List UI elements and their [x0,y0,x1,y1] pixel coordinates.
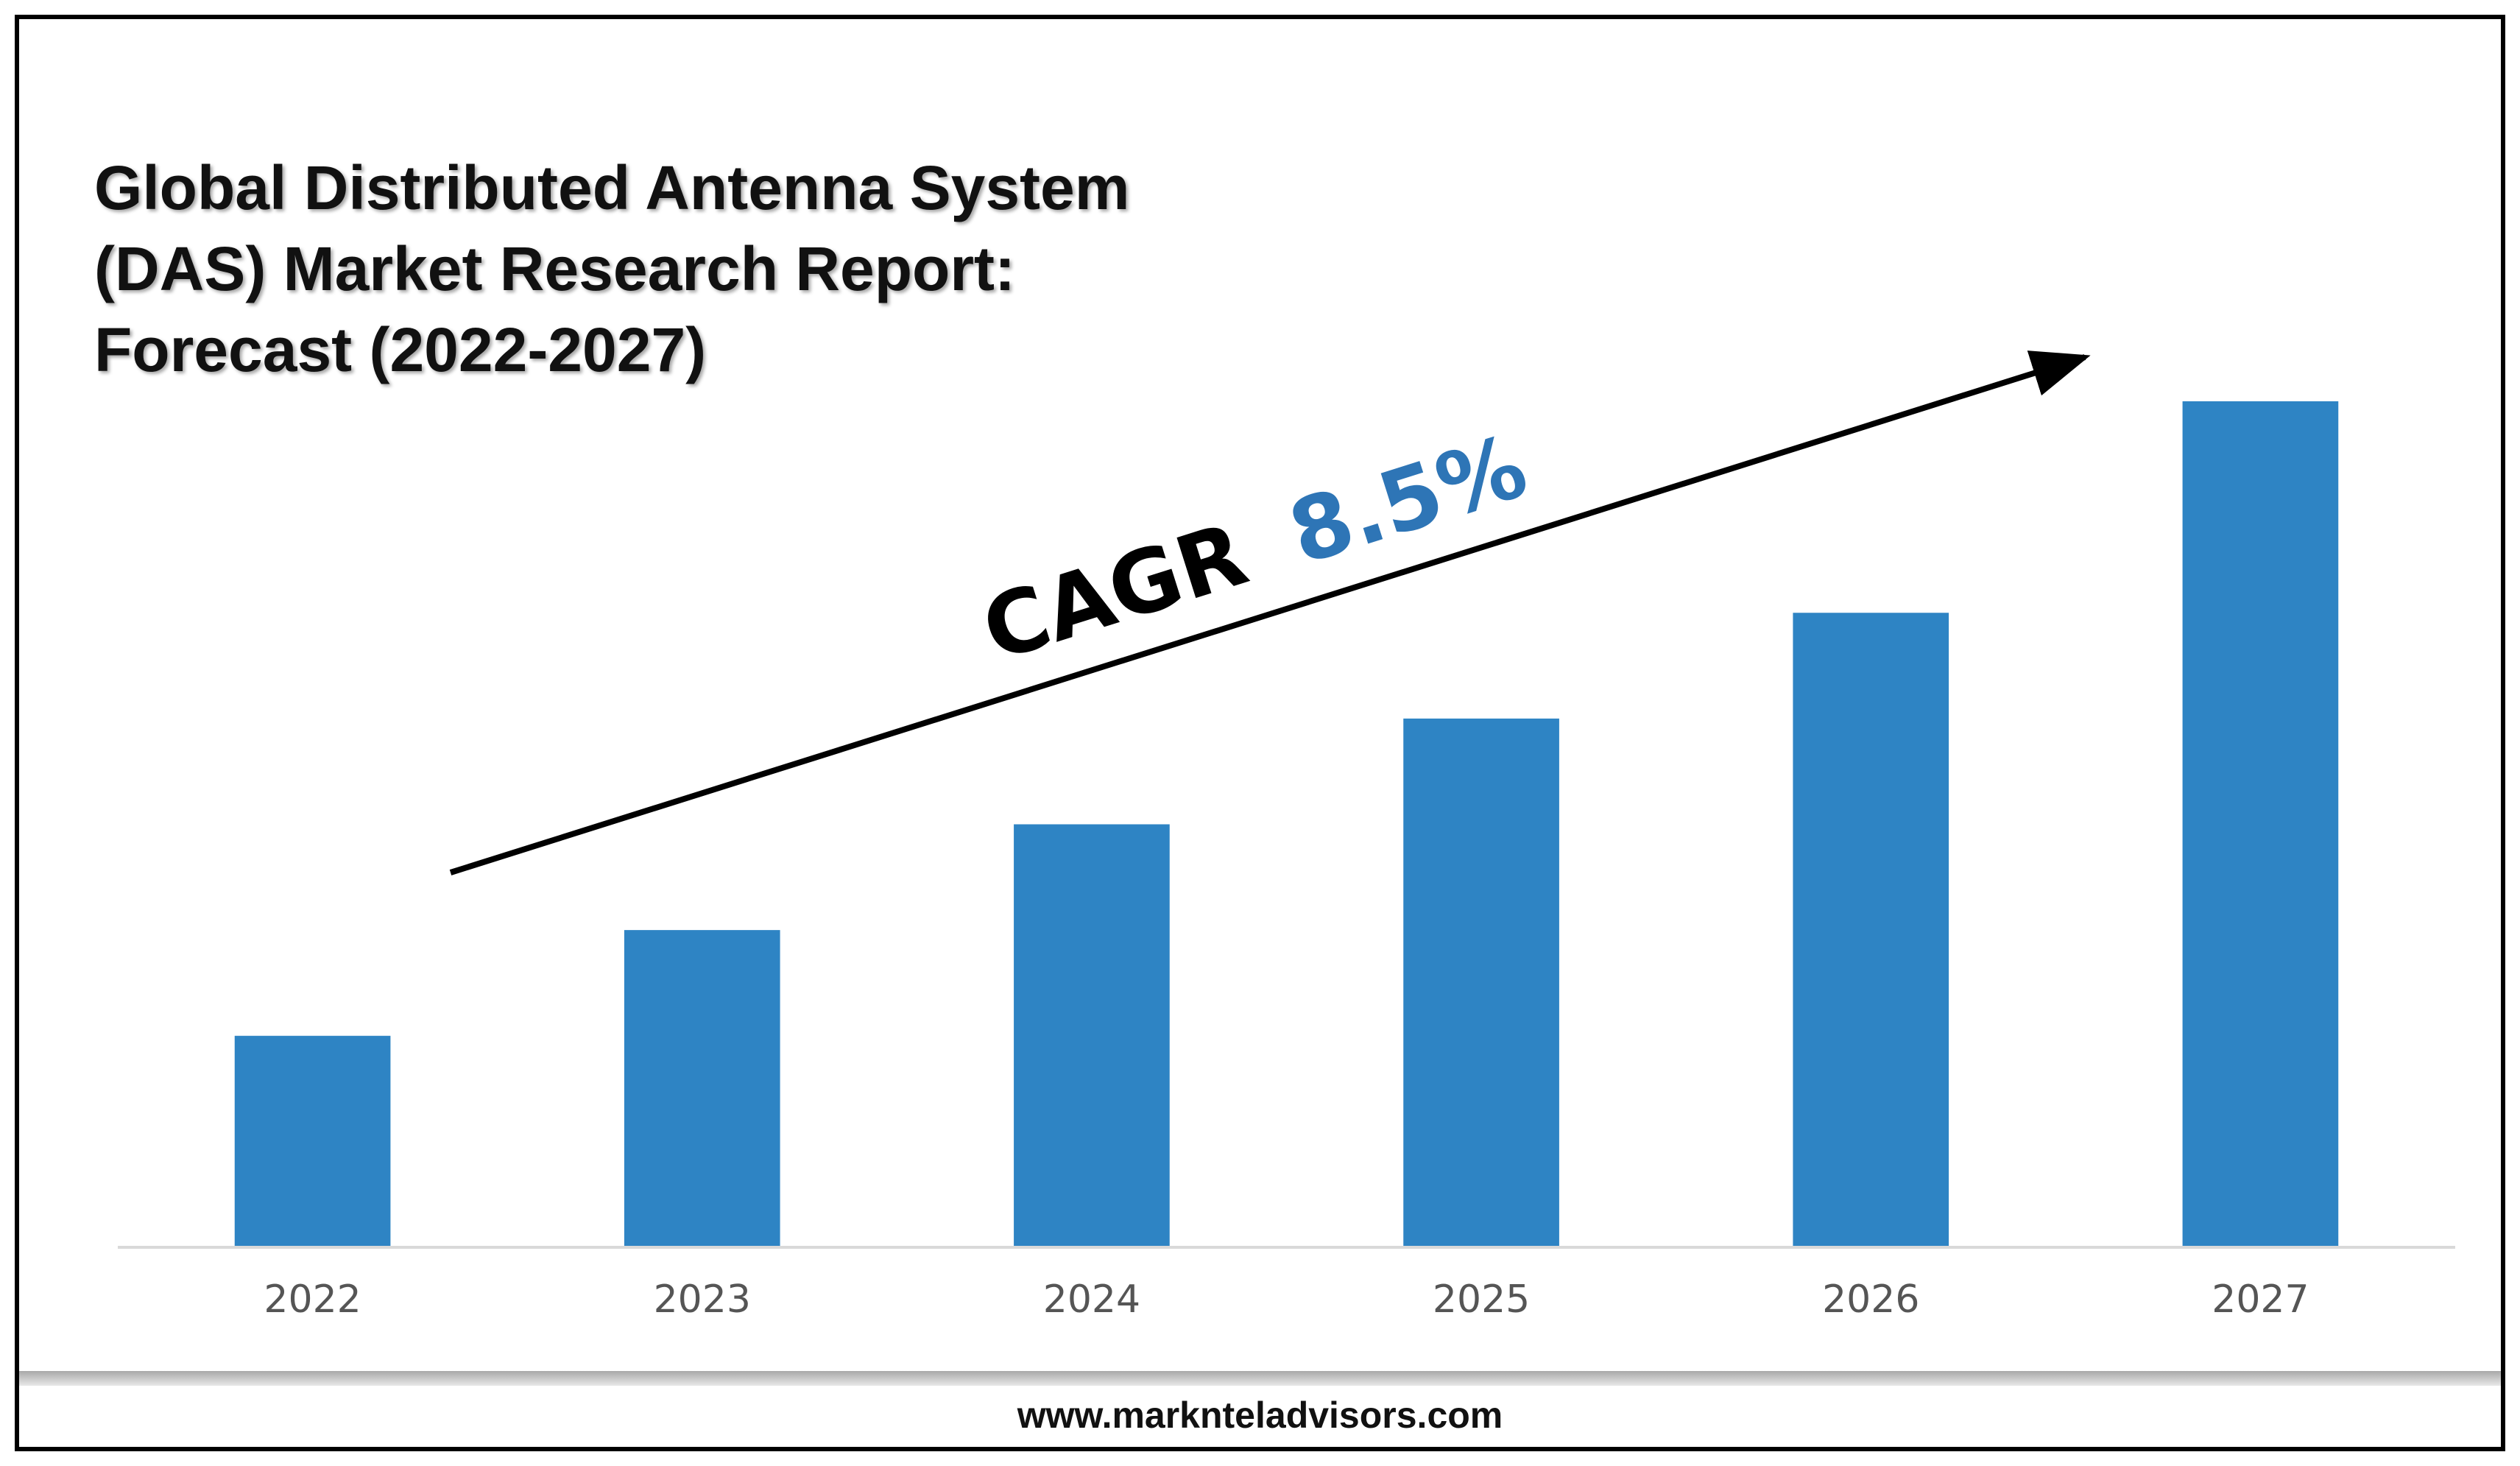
footer-divider [19,1371,2501,1386]
chart-frame [15,15,2505,1451]
bar-2027 [2182,401,2339,1247]
trend-arrow [449,350,2091,875]
title-line-2: (DAS) Market Research Report: [94,234,1015,303]
x-tick-label-2023: 2023 [654,1278,751,1322]
x-tick-label-2026: 2026 [1822,1278,1919,1322]
bar-2025 [1403,718,1559,1247]
x-tick-label-2027: 2027 [2212,1278,2309,1322]
x-tick-label-2025: 2025 [1433,1278,1530,1322]
footer-url: www.marknteladvisors.com [1017,1395,1503,1436]
x-tick-label-2022: 2022 [264,1278,361,1322]
cagr-label: CAGR [971,503,1258,681]
bar-2022 [234,1035,391,1247]
bar-2026 [1793,613,1949,1247]
bar-2024 [1014,824,1170,1247]
title-line-3: Forecast (2022-2027) [94,315,707,384]
cagr-value: 8.5% [1277,415,1538,584]
x-axis-ticks: 2022 2023 2024 2025 2026 2027 [264,1278,2309,1322]
title-line-1: Global Distributed Antenna System [94,153,1130,222]
bar-series [234,401,2339,1247]
chart-title: Global Distributed Antenna System (DAS) … [94,147,1129,390]
cagr-annotation: CAGR 8.5% [971,415,1538,680]
bar-2023 [624,930,780,1247]
x-tick-label-2024: 2024 [1043,1278,1140,1322]
